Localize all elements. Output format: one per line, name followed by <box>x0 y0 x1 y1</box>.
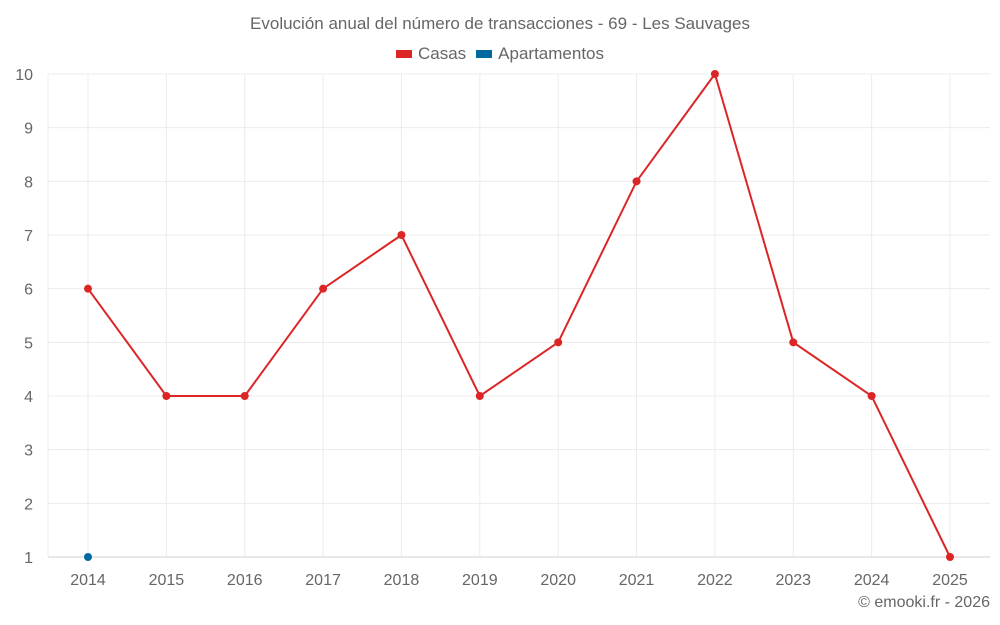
data-point-casas[interactable] <box>397 231 406 239</box>
y-tick-label: 3 <box>24 443 33 460</box>
legend-item-apartamentos[interactable]: Apartamentos <box>476 44 604 64</box>
data-point-casas[interactable] <box>162 392 171 400</box>
x-tick-label: 2017 <box>305 572 341 589</box>
chart-title: Evolución anual del número de transaccio… <box>250 14 750 33</box>
y-tick-label: 4 <box>24 389 33 406</box>
x-tick-label: 2023 <box>775 572 811 589</box>
x-tick-label: 2018 <box>384 572 420 589</box>
data-point-casas[interactable] <box>475 392 484 400</box>
y-tick-label: 9 <box>24 121 33 138</box>
x-tick-label: 2025 <box>932 572 968 589</box>
series-line-casas <box>87 71 951 558</box>
x-tick-label: 2024 <box>854 572 890 589</box>
legend-swatch-casas <box>395 50 412 58</box>
legend-swatch-apartamentos <box>476 50 493 58</box>
y-tick-label: 7 <box>24 228 33 245</box>
y-tick-label: 5 <box>24 335 33 352</box>
y-tick-label: 1 <box>24 550 33 567</box>
data-point-casas[interactable] <box>84 284 92 293</box>
y-tick-label: 10 <box>15 67 33 84</box>
x-tick-label: 2019 <box>462 572 498 589</box>
x-tick-label: 2021 <box>619 572 655 589</box>
y-tick-label: 2 <box>24 496 33 513</box>
x-tick-label: 2022 <box>697 572 733 589</box>
data-point-casas[interactable] <box>632 177 641 186</box>
x-tick-label: 2014 <box>70 572 106 589</box>
x-tick-label: 2020 <box>540 572 576 589</box>
x-tick-label: 2015 <box>149 572 185 589</box>
y-tick-label: 6 <box>24 282 33 299</box>
legend-item-casas[interactable]: Casas <box>395 44 467 64</box>
data-point-casas[interactable] <box>946 553 954 561</box>
data-point-casas[interactable] <box>789 338 798 347</box>
data-point-casas[interactable] <box>867 392 876 400</box>
credit: © emooki.fr - 2026 <box>858 594 990 611</box>
legend: Casas Apartamentos <box>0 44 1000 64</box>
data-point-casas[interactable] <box>554 338 563 347</box>
x-tick-label: 2016 <box>227 572 263 589</box>
data-point-casas[interactable] <box>710 70 719 78</box>
legend-label-apartamentos: Apartamentos <box>498 44 605 63</box>
y-tick-label: 8 <box>24 174 33 191</box>
data-point-casas[interactable] <box>240 392 249 400</box>
data-point-apartamentos[interactable] <box>84 553 92 561</box>
legend-label-casas: Casas <box>417 44 467 63</box>
data-point-casas[interactable] <box>319 284 328 293</box>
